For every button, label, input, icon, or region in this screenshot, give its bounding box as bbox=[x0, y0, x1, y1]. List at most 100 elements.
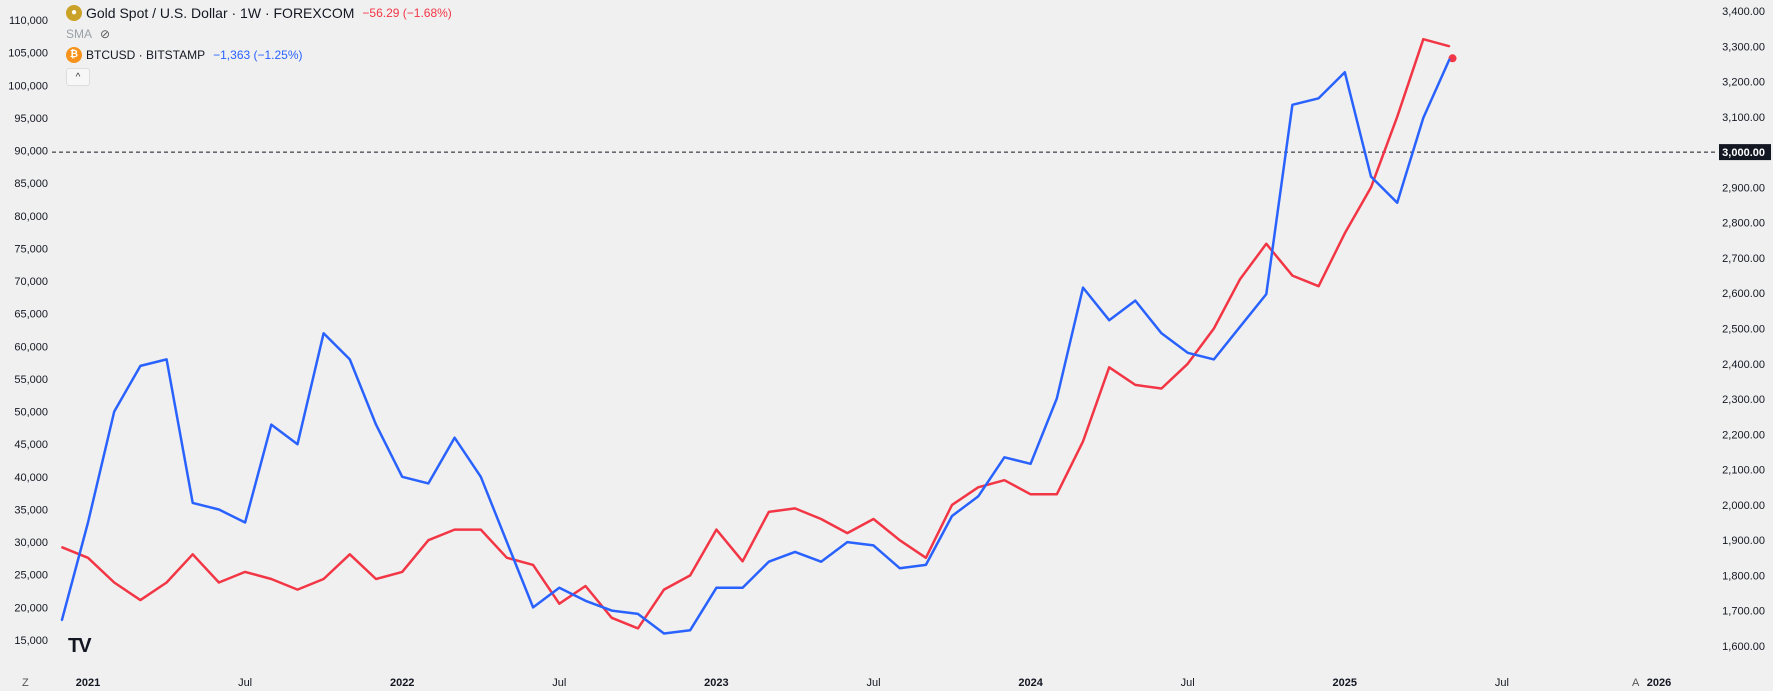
collapse-legend-button[interactable]: ^ bbox=[66, 68, 90, 86]
gold-data-point bbox=[1370, 186, 1372, 189]
legend-row-sma[interactable]: SMA ⊘ bbox=[66, 23, 452, 44]
right-tick-label: 2,500.00 bbox=[1722, 324, 1765, 336]
gold-change: −56.29 (−1.68%) bbox=[362, 5, 452, 20]
btc-data-point bbox=[296, 443, 299, 446]
left-tick-label: 30,000 bbox=[14, 537, 48, 549]
time-tick-label: Jul bbox=[1495, 677, 1509, 689]
right-tick-label: 1,600.00 bbox=[1722, 641, 1765, 653]
gold-data-point bbox=[741, 560, 744, 563]
gold-data-point bbox=[1422, 38, 1425, 41]
chevron-up-icon: ^ bbox=[75, 71, 81, 83]
gold-data-point bbox=[610, 616, 613, 619]
left-tick-label: 15,000 bbox=[14, 635, 48, 647]
btc-data-point bbox=[506, 541, 508, 543]
left-tick-label: 20,000 bbox=[14, 602, 48, 614]
btc-data-point bbox=[820, 560, 822, 563]
reference-price-tag bbox=[1719, 144, 1771, 161]
btc-data-point bbox=[610, 609, 613, 612]
bitcoin-symbol-icon: ₿ bbox=[66, 46, 82, 63]
corner-right-label: A bbox=[1632, 677, 1640, 689]
gold-data-point bbox=[898, 539, 901, 541]
gold-data-point bbox=[270, 578, 273, 580]
gold-data-point bbox=[165, 581, 168, 584]
gold-title: Gold Spot / U.S. Dollar · 1W · FOREXCOM bbox=[86, 4, 355, 21]
left-tick-label: 105,000 bbox=[8, 48, 48, 60]
left-tick-label: 45,000 bbox=[14, 439, 48, 451]
gold-data-point bbox=[322, 578, 325, 580]
gold-data-point bbox=[715, 528, 718, 531]
btc-data-point bbox=[1213, 358, 1215, 361]
gold-data-point bbox=[139, 599, 142, 601]
legend-row-btc[interactable]: ₿ BTCUSD · BITSTAMP −1,363 (−1.25%) bbox=[66, 44, 452, 65]
left-tick-label: 95,000 bbox=[14, 113, 48, 125]
left-tick-label: 25,000 bbox=[14, 570, 48, 582]
btc-data-point bbox=[453, 436, 456, 439]
gold-data-point bbox=[951, 504, 953, 506]
btc-data-point bbox=[191, 502, 194, 504]
btc-data-point bbox=[1082, 286, 1084, 289]
gold-data-point bbox=[1291, 274, 1294, 277]
right-tick-label: 2,900.00 bbox=[1722, 182, 1765, 194]
left-tick-label: 75,000 bbox=[14, 243, 48, 255]
right-tick-label: 3,400.00 bbox=[1722, 6, 1765, 18]
right-tick-label: 2,400.00 bbox=[1722, 359, 1765, 371]
btc-data-point bbox=[401, 476, 404, 478]
gold-data-point bbox=[794, 507, 796, 510]
btc-data-point bbox=[715, 586, 718, 589]
left-tick-label: 40,000 bbox=[14, 472, 48, 484]
gold-data-point bbox=[453, 528, 456, 531]
gold-data-point bbox=[427, 539, 430, 541]
btc-data-point bbox=[1160, 332, 1163, 335]
gold-data-point bbox=[872, 518, 875, 520]
sma-label: SMA bbox=[66, 26, 93, 41]
btc-data-point bbox=[1344, 71, 1346, 74]
time-tick-label: 2024 bbox=[1018, 677, 1043, 689]
left-tick-label: 50,000 bbox=[14, 407, 48, 419]
left-tick-label: 110,000 bbox=[9, 15, 48, 27]
gold-data-point bbox=[1003, 479, 1006, 481]
eye-hidden-icon[interactable]: ⊘ bbox=[100, 26, 111, 41]
right-tick-label: 2,600.00 bbox=[1722, 288, 1765, 300]
time-axis: 2021 Jul 2022 Jul 2023 Jul 2024 Jul 2025 Jul 2026 bbox=[76, 677, 1671, 689]
left-price-axis: 15,000 20,000 25,000 30,000 35,000 40,000 45,0… bbox=[8, 15, 48, 647]
right-tick-label: 2,000.00 bbox=[1722, 500, 1765, 512]
btc-data-point bbox=[218, 508, 220, 511]
btc-data-point bbox=[113, 410, 115, 413]
btc-data-point bbox=[532, 606, 534, 609]
gold-data-point bbox=[977, 486, 980, 489]
gold-data-point bbox=[218, 581, 220, 584]
gold-data-point bbox=[401, 571, 404, 573]
btc-data-point bbox=[322, 332, 325, 335]
btc-data-point bbox=[584, 600, 587, 602]
btc-data-point bbox=[741, 586, 744, 589]
legend-row-gold[interactable]: ● Gold Spot / U.S. Dollar · 1W · FOREXCO… bbox=[66, 2, 452, 23]
left-tick-label: 60,000 bbox=[14, 341, 48, 353]
series-lines bbox=[60, 37, 1457, 635]
btc-title: BTCUSD · BITSTAMP bbox=[86, 47, 206, 62]
gold-data-point bbox=[663, 588, 665, 591]
right-tick-label: 1,800.00 bbox=[1722, 570, 1765, 582]
gold-data-point bbox=[113, 581, 115, 584]
right-tick-label: 2,100.00 bbox=[1722, 465, 1765, 477]
btc-data-point bbox=[1370, 175, 1372, 178]
gold-data-point bbox=[244, 571, 246, 573]
btc-data-point bbox=[637, 613, 639, 615]
corner-left-label: Z bbox=[22, 677, 29, 689]
btc-data-point bbox=[977, 495, 980, 498]
tradingview-logo: TV bbox=[68, 635, 92, 657]
right-tick-label: 2,800.00 bbox=[1722, 218, 1765, 230]
gold-data-point bbox=[87, 557, 89, 559]
btc-data-point bbox=[139, 365, 142, 367]
btc-data-point bbox=[1396, 201, 1398, 204]
gold-data-point bbox=[1186, 362, 1189, 365]
btc-data-point bbox=[1422, 117, 1425, 119]
left-tick-label: 80,000 bbox=[14, 211, 48, 223]
btc-data-point bbox=[1265, 293, 1268, 295]
reference-price-label: 3,000.00 bbox=[1722, 147, 1765, 159]
right-price-axis: 1,600.00 1,700.00 1,800.00 1,900.00 2,000.00… bbox=[1722, 6, 1765, 653]
time-tick-label: 2022 bbox=[390, 677, 414, 689]
gold-data-point bbox=[479, 528, 482, 531]
time-tick-label: Jul bbox=[552, 677, 566, 689]
btc-data-point bbox=[1239, 325, 1241, 328]
